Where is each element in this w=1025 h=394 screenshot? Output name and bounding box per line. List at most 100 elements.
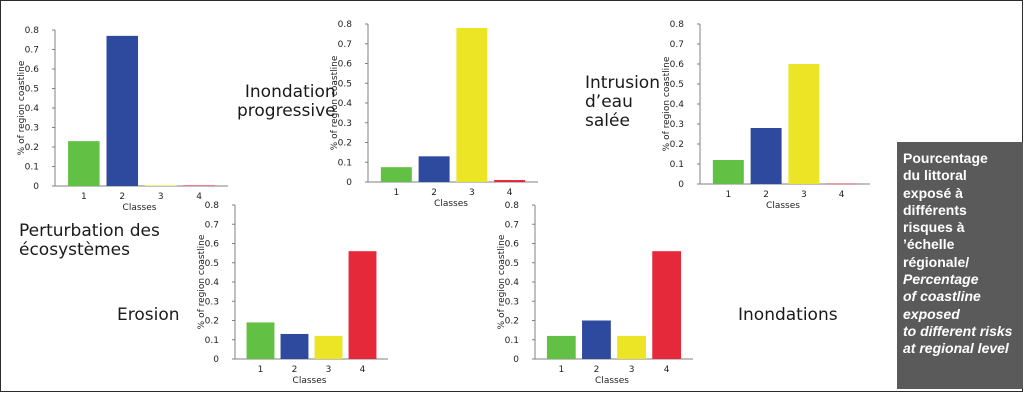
y-tick-label: 0.5	[25, 85, 39, 95]
x-axis-title: Classes	[293, 376, 327, 386]
bar-class-4	[494, 180, 526, 182]
y-tick-label: 0.7	[670, 40, 684, 50]
x-axis-title: Classes	[595, 376, 629, 386]
label-inondation-line-2: progressive	[237, 101, 336, 121]
y-tick-label: 0.2	[25, 143, 39, 153]
bar-class-3	[617, 335, 646, 359]
chart-erosion: 0 0.1 0.2 0.3 0.4 0.5 0.6 0.7 0.8 1 2 3 4 Classes % of…	[197, 195, 400, 393]
y-tick-label: 0.8	[205, 201, 220, 211]
y-tick-label: 0.5	[338, 79, 352, 89]
bar-class-1	[546, 335, 576, 359]
y-tick-label: 0.3	[670, 120, 684, 130]
y-tick-label: 0.5	[205, 259, 219, 269]
caption-fr-line: Pourcentage	[903, 150, 988, 166]
y-tick-label: 0.5	[670, 80, 684, 90]
label-perturbation-line-2: écosystèmes	[19, 240, 130, 260]
caption-panel: Pourcentage du littoral exposé à différe…	[897, 142, 1023, 389]
y-tick-label: 0	[678, 180, 684, 190]
y-axis-title: % of region coastline	[197, 234, 207, 329]
y-tick-label: 0.7	[338, 40, 352, 50]
y-tick-label: 0.7	[505, 220, 519, 230]
y-tick-label: 0.7	[25, 46, 39, 56]
y-tick-label: 0.8	[670, 20, 685, 30]
x-tick-label: 2	[119, 192, 125, 202]
y-tick-label: 0.3	[338, 119, 352, 129]
y-tick-label: 0.1	[338, 158, 352, 168]
x-tick-label: 1	[81, 192, 87, 202]
x-tick-label: 4	[360, 365, 366, 375]
y-tick-label: 0	[213, 355, 219, 365]
y-tick-label: 0.5	[505, 259, 519, 269]
x-tick-label: 3	[326, 365, 332, 375]
label-inondation-line-1: Inondation	[244, 82, 336, 102]
caption-fr-line: régionale/	[903, 253, 970, 270]
x-tick-label: 3	[469, 188, 475, 198]
caption-en-line: to different risks	[903, 322, 1013, 339]
label-intrusion: Intrusion d’eau salée	[585, 74, 660, 131]
y-tick-label: 0.3	[205, 297, 219, 307]
y-tick-label: 0.8	[505, 201, 520, 211]
bar-class-1	[712, 160, 744, 184]
y-tick-label: 0.7	[205, 220, 219, 230]
x-tick-label: 2	[594, 365, 600, 375]
bar-class-3	[788, 64, 820, 184]
y-tick-label: 0.6	[670, 60, 685, 70]
y-axis-title: % of region coastline	[662, 56, 672, 151]
y-tick-label: 0.3	[505, 297, 519, 307]
x-tick-label: 1	[393, 188, 399, 198]
y-tick-label: 0.3	[25, 124, 39, 134]
bar-class-2	[106, 35, 139, 186]
y-tick-label: 0.2	[205, 317, 219, 327]
bar-class-1	[380, 167, 412, 182]
x-tick-label: 1	[258, 365, 264, 375]
caption-fr-line: ’échelle	[903, 236, 955, 253]
x-axis-title: Classes	[123, 203, 157, 213]
x-tick-label: 2	[292, 365, 298, 375]
label-inondations-line-1: Inondations	[738, 305, 838, 325]
y-tick-label: 0.4	[25, 104, 40, 114]
x-tick-label: 3	[629, 365, 635, 375]
y-tick-label: 0.2	[338, 139, 352, 149]
label-inondation-progressive: Inondation progressive	[237, 83, 336, 121]
label-inondations: Inondations	[738, 306, 838, 325]
y-tick-label: 0	[513, 355, 519, 365]
label-intrusion-line-1: Intrusion	[585, 73, 660, 93]
bar-chart-svg: 0 0.1 0.2 0.3 0.4 0.5 0.6 0.7 0.8 1 2 3 4 Classes % of…	[17, 26, 228, 213]
label-erosion: Erosion	[117, 306, 180, 325]
y-tick-label: 0.6	[505, 240, 520, 250]
y-tick-label: 0.4	[338, 99, 353, 109]
y-tick-label: 0.2	[505, 317, 519, 327]
bar-class-2	[750, 128, 782, 184]
bar-class-4	[652, 251, 682, 359]
x-tick-label: 4	[839, 190, 845, 200]
y-tick-label: 0.6	[25, 65, 40, 75]
x-tick-label: 1	[558, 365, 564, 375]
y-axis-title: % of region coastline	[330, 55, 340, 150]
y-axis-title: % of region coastline	[17, 60, 27, 155]
bar-class-3	[314, 335, 343, 359]
caption-en-line: at regional level	[903, 340, 1009, 357]
caption-fr-line: du littoral	[903, 167, 967, 184]
x-axis-title: Classes	[766, 201, 800, 211]
chart-intrusion: 0 0.1 0.2 0.3 0.4 0.5 0.6 0.7 0.8 1 2 3 4 Classes % of…	[662, 0, 882, 220]
label-intrusion-line-2: d’eau	[585, 92, 633, 112]
x-tick-label: 2	[431, 188, 437, 198]
label-erosion-line-1: Erosion	[117, 305, 180, 325]
chart-inondations: 0 0.1 0.2 0.3 0.4 0.5 0.6 0.7 0.8 1 2 3 4 Classes % of…	[497, 195, 705, 393]
chart-inondation-progressive: 0 0.1 0.2 0.3 0.4 0.5 0.6 0.7 0.8 1 2 3 4 Classes % of…	[330, 0, 550, 220]
x-tick-label: 1	[725, 190, 731, 200]
y-axis-title: % of region coastline	[497, 234, 507, 329]
bar-chart-svg: 0 0.1 0.2 0.3 0.4 0.5 0.6 0.7 0.8 1 2 3 4 Classes % of…	[497, 201, 693, 386]
caption-fr-line: risques à	[903, 219, 965, 236]
bar-class-2	[280, 333, 309, 359]
bar-class-3	[144, 185, 177, 187]
y-tick-label: 0.2	[670, 140, 684, 150]
chart-perturbation: 0 0.1 0.2 0.3 0.4 0.5 0.6 0.7 0.8 1 2 3 4 Classes % of…	[0, 0, 240, 213]
bar-chart-svg: 0 0.1 0.2 0.3 0.4 0.5 0.6 0.7 0.8 1 2 3 4 Classes % of…	[662, 20, 870, 211]
label-intrusion-line-3: salée	[585, 111, 630, 131]
bar-chart-svg: 0 0.1 0.2 0.3 0.4 0.5 0.6 0.7 0.8 1 2 3 4 Classes % of…	[330, 20, 538, 209]
bar-class-4	[826, 183, 858, 185]
y-tick-label: 0.1	[670, 160, 684, 170]
y-tick-label: 0.8	[25, 26, 40, 36]
x-tick-label: 3	[801, 190, 807, 200]
